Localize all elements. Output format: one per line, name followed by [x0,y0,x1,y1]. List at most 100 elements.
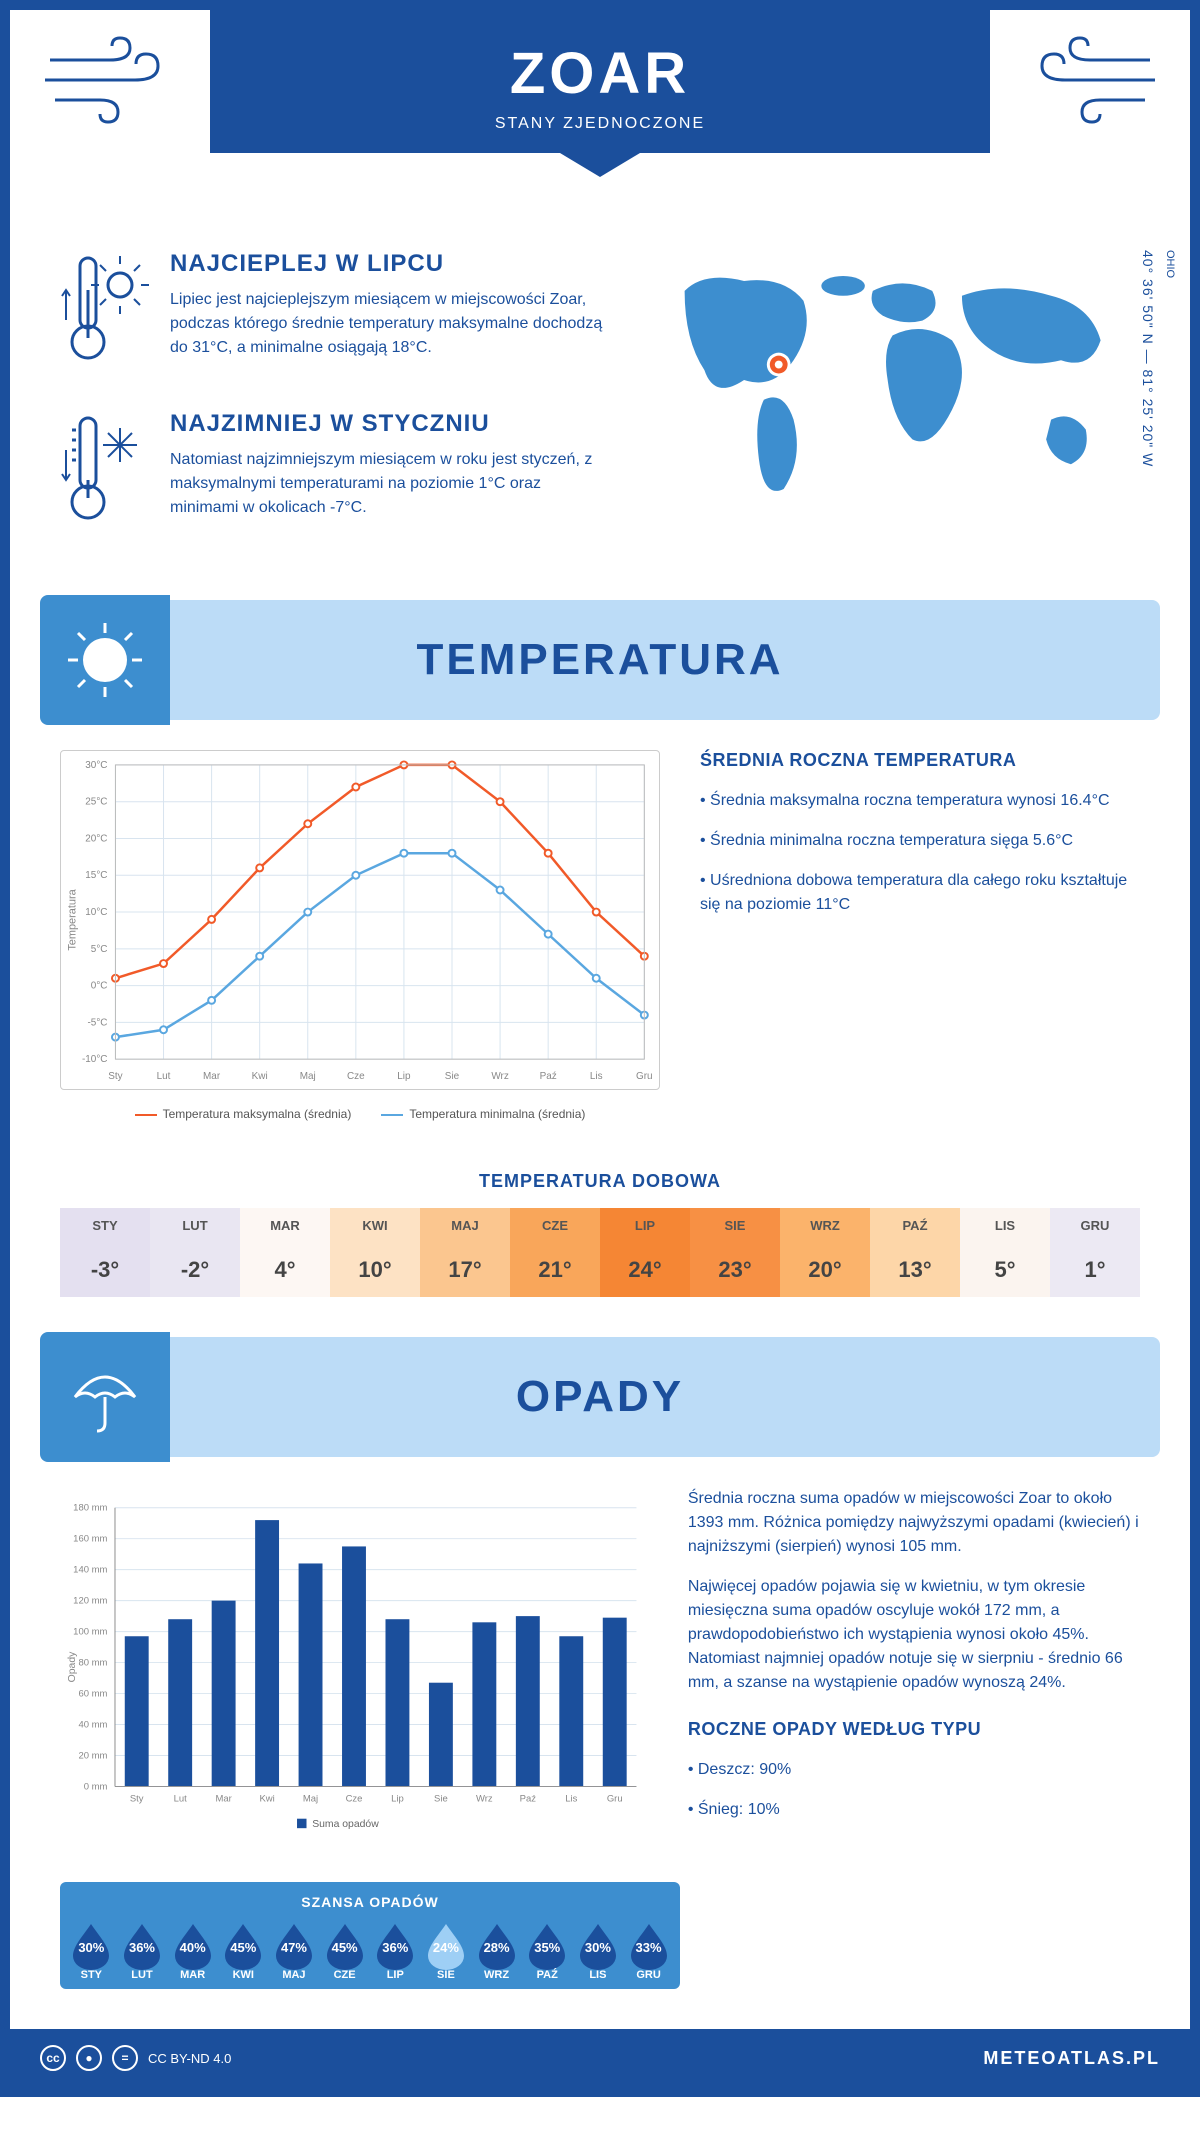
footer: cc ● = CC BY-ND 4.0 METEOATLAS.PL [10,2029,1190,2087]
section-title: TEMPERATURA [170,635,1160,685]
precip-chance-title: SZANSA OPADÓW [60,1894,680,1910]
precip-chance-drop: 35%PAŹ [525,1920,569,1981]
precip-chance-drop: 36%LIP [373,1920,417,1981]
svg-text:0°C: 0°C [91,981,108,992]
license-block: cc ● = CC BY-ND 4.0 [40,2045,231,2071]
precip-type-line: • Deszcz: 90% [688,1758,1140,1782]
daily-temp-cell: KWI10° [330,1208,420,1297]
svg-text:5°C: 5°C [91,944,108,955]
daily-temp-cell: PAŹ13° [870,1208,960,1297]
wind-icon [40,30,180,130]
svg-text:Opady: Opady [67,1651,78,1682]
svg-text:60 mm: 60 mm [78,1688,107,1699]
svg-text:20°C: 20°C [85,833,107,844]
daily-temp-cell: MAR4° [240,1208,330,1297]
precip-type-line: • Śnieg: 10% [688,1798,1140,1822]
sun-icon [60,615,150,705]
legend-min: Temperatura minimalna (średnia) [381,1107,585,1121]
daily-temp-title: TEMPERATURA DOBOWA [10,1171,1190,1192]
svg-text:Maj: Maj [303,1794,318,1805]
temp-bullet: • Średnia minimalna roczna temperatura s… [700,829,1140,853]
section-title: OPADY [170,1372,1160,1422]
precip-type-title: ROCZNE OPADY WEDŁUG TYPU [688,1719,1140,1740]
precip-chance-drop: 47%MAJ [272,1920,316,1981]
svg-text:Suma opadów: Suma opadów [312,1819,379,1830]
precip-chance-drop: 30%STY [69,1920,113,1981]
fact-hot-title: NAJCIEPLEJ W LIPCU [170,250,605,278]
precip-summary-p1: Średnia roczna suma opadów w miejscowośc… [688,1487,1140,1559]
fact-cold-text: Natomiast najzimniejszym miesiącem w rok… [170,448,605,520]
precip-chance-drop: 33%GRU [627,1920,671,1981]
fact-hot-text: Lipiec jest najcieplejszym miesiącem w m… [170,288,605,360]
daily-temp-cell: WRZ20° [780,1208,870,1297]
svg-text:Sty: Sty [130,1794,144,1805]
svg-text:Gru: Gru [636,1071,653,1082]
section-header-precip: OPADY [40,1337,1160,1457]
daily-temp-cell: STY-3° [60,1208,150,1297]
svg-text:Maj: Maj [300,1071,316,1082]
svg-text:Gru: Gru [607,1794,623,1805]
svg-text:Lis: Lis [590,1071,603,1082]
map-marker-icon [767,353,791,377]
precip-chance-drop: 45%CZE [323,1920,367,1981]
precip-chance-drop: 40%MAR [171,1920,215,1981]
by-icon: ● [76,2045,102,2071]
temperature-line-chart: -10°C-5°C0°C5°C10°C15°C20°C25°C30°CStyLu… [60,750,660,1090]
temp-summary-title: ŚREDNIA ROCZNA TEMPERATURA [700,750,1140,771]
svg-text:Cze: Cze [346,1794,363,1805]
svg-text:Temperatura: Temperatura [67,888,79,950]
svg-text:Wrz: Wrz [476,1794,493,1805]
svg-text:Paź: Paź [520,1794,537,1805]
precip-chance-drop: 24%SIE [424,1920,468,1981]
section-header-temperature: TEMPERATURA [40,600,1160,720]
svg-text:Lis: Lis [565,1794,577,1805]
svg-text:80 mm: 80 mm [78,1657,107,1668]
svg-text:100 mm: 100 mm [73,1626,107,1637]
precip-chance-drop: 30%LIS [576,1920,620,1981]
daily-temp-cell: SIE23° [690,1208,780,1297]
header: ZOAR STANY ZJEDNOCZONE [10,10,1190,210]
svg-text:Lut: Lut [174,1794,188,1805]
fact-hot: NAJCIEPLEJ W LIPCU Lipiec jest najcieple… [60,250,605,370]
svg-text:Kwi: Kwi [259,1794,274,1805]
temp-chart-legend: Temperatura maksymalna (średnia) Tempera… [60,1107,660,1121]
daily-temp-cell: LUT-2° [150,1208,240,1297]
svg-text:Mar: Mar [203,1071,221,1082]
thermometer-cold-icon [60,410,150,530]
svg-text:Cze: Cze [347,1071,365,1082]
svg-text:Lip: Lip [391,1794,404,1805]
page-subtitle: STANY ZJEDNOCZONE [210,115,990,133]
svg-text:Sty: Sty [108,1071,122,1082]
svg-text:Mar: Mar [215,1794,231,1805]
precip-chance-drop: 45%KWI [221,1920,265,1981]
svg-text:30°C: 30°C [85,760,107,771]
precip-bar-chart: 0 mm20 mm40 mm60 mm80 mm100 mm120 mm140 … [60,1487,648,1847]
svg-text:Sie: Sie [434,1794,448,1805]
temp-bullet: • Średnia maksymalna roczna temperatura … [700,789,1140,813]
svg-text:10°C: 10°C [85,907,107,918]
cc-icon: cc [40,2045,66,2071]
daily-temp-cell: GRU1° [1050,1208,1140,1297]
wind-icon [1020,30,1160,130]
svg-text:40 mm: 40 mm [78,1719,107,1730]
svg-text:0 mm: 0 mm [84,1781,108,1792]
svg-text:15°C: 15°C [85,870,107,881]
svg-text:-5°C: -5°C [87,1017,107,1028]
svg-text:140 mm: 140 mm [73,1565,107,1576]
precip-summary-p2: Najwięcej opadów pojawia się w kwietniu,… [688,1575,1140,1695]
license-text: CC BY-ND 4.0 [148,2051,231,2066]
precip-chance-drop: 36%LUT [120,1920,164,1981]
precip-chance-box: SZANSA OPADÓW 30%STY36%LUT40%MAR45%KWI47… [60,1882,680,1989]
nd-icon: = [112,2045,138,2071]
svg-text:180 mm: 180 mm [73,1503,107,1514]
brand: METEOATLAS.PL [983,2048,1160,2069]
svg-text:120 mm: 120 mm [73,1595,107,1606]
thermometer-hot-icon [60,250,150,370]
svg-text:-10°C: -10°C [82,1054,108,1065]
umbrella-icon [65,1357,145,1437]
precip-chance-drop: 28%WRZ [475,1920,519,1981]
fact-cold-title: NAJZIMNIEJ W STYCZNIU [170,410,605,438]
daily-temp-cell: LIP24° [600,1208,690,1297]
title-banner: ZOAR STANY ZJEDNOCZONE [210,10,990,153]
region-label: OHIO [1164,250,1176,278]
